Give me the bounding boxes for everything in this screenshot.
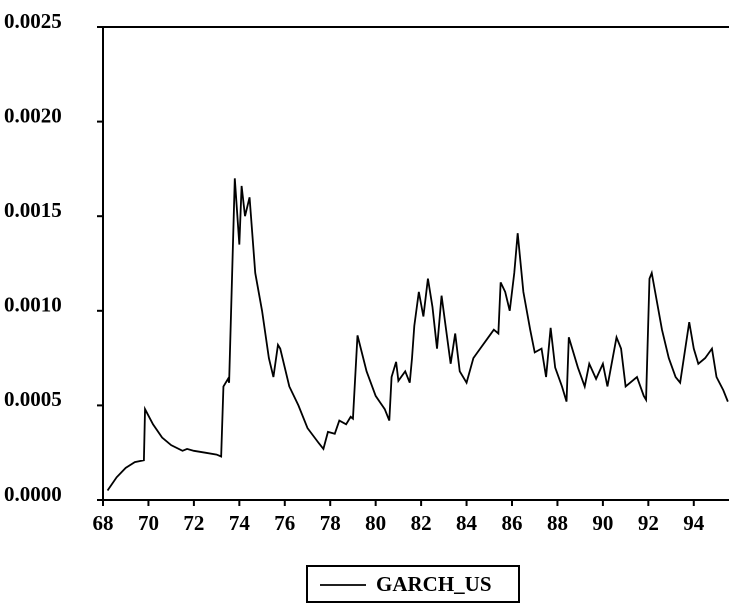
x-tick-label: 82 bbox=[411, 511, 432, 535]
x-tick-label: 94 bbox=[683, 511, 705, 535]
x-tick-label: 92 bbox=[638, 511, 659, 535]
x-tick-label: 76 bbox=[274, 511, 295, 535]
x-tick-label: 88 bbox=[547, 511, 568, 535]
line bbox=[106, 178, 729, 492]
legend: GARCH_US bbox=[306, 565, 520, 603]
y-tick-label: 0.0000 bbox=[4, 482, 62, 506]
x-tick-label: 90 bbox=[592, 511, 613, 535]
x-tick-label: 70 bbox=[138, 511, 159, 535]
x-tick-label: 78 bbox=[320, 511, 341, 535]
y-tick-label: 0.0020 bbox=[4, 103, 62, 127]
y-tick-label: 0.0005 bbox=[4, 387, 62, 411]
x-tick-label: 80 bbox=[365, 511, 386, 535]
legend-box bbox=[306, 565, 520, 603]
y-tick-label: 0.0010 bbox=[4, 293, 62, 317]
legend-label: GARCH_US bbox=[376, 572, 492, 596]
x-tick-label: 68 bbox=[93, 511, 114, 535]
x-tick-label: 74 bbox=[229, 511, 251, 535]
x-tick-label: 84 bbox=[456, 511, 478, 535]
x-tick-label: 72 bbox=[183, 511, 204, 535]
x-tick-label: 86 bbox=[502, 511, 523, 535]
y-tick-label: 0.0015 bbox=[4, 198, 62, 222]
y-tick-label: 0.0025 bbox=[4, 9, 62, 33]
